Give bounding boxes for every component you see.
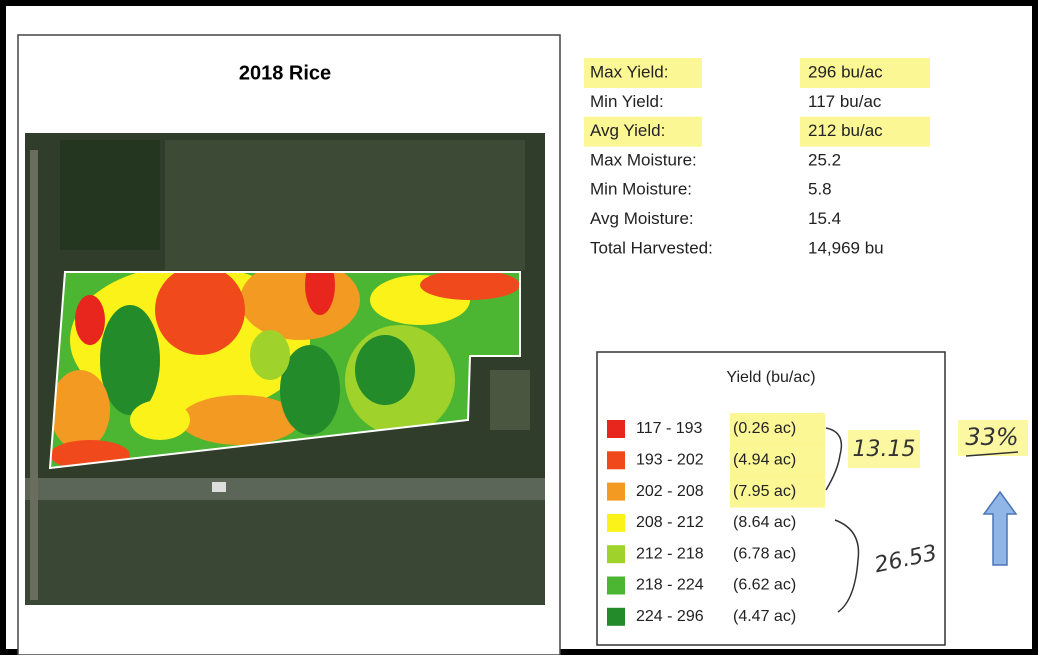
legend-acres: (4.47 ac) [733,608,796,625]
highlight [800,58,930,88]
legend-swatch [607,513,625,532]
legend-swatch [607,545,625,564]
highlight [584,116,702,147]
legend-swatch [607,576,625,595]
legend-range: 117 - 193 [636,420,703,437]
stat-value: 15.4 [808,209,841,228]
stat-value: 212 bu/ac [808,121,883,140]
stat-label: Total Harvested: [590,238,713,257]
legend-swatch [607,482,625,501]
stats: Max Yield: 296 bu/ac Min Yield: 117 bu/ac Av… [584,58,930,257]
stat-label: Min Yield: [590,92,664,111]
map-title: 2018 Rice [239,62,331,84]
legend-range: 212 - 218 [636,545,704,562]
stat-label: Max Moisture: [590,150,697,169]
brace [834,519,860,613]
legend-range: 193 - 202 [636,452,704,469]
highlight [800,116,930,147]
aerial-map [25,133,545,605]
legend-acres: (6.62 ac) [733,577,796,594]
highlight [730,475,825,508]
stat-value: 117 bu/ac [808,92,882,111]
stat-value: 14,969 bu [808,238,884,257]
stat-value: 296 bu/ac [808,62,883,81]
legend-swatch [607,607,625,626]
stat-label: Avg Yield: [590,121,665,140]
stat-label: Min Moisture: [590,180,692,199]
legend-acres: (6.78 ac) [733,545,796,562]
underline [965,451,1019,457]
legend-acres: (0.26 ac) [733,420,796,437]
brace [825,427,843,491]
highlight [958,420,1028,456]
legend-range: 208 - 212 [636,514,704,531]
stat-label: Max Yield: [590,62,668,81]
highlight [584,58,702,88]
annotation: 33% [965,423,1018,451]
legend-swatch [607,420,625,438]
legend-range: 218 - 224 [636,577,704,594]
legend-title: Yield (bu/ac) [726,369,815,386]
stat-value: 25.2 [808,150,841,169]
legend: 117 - 193 (0.26 ac) 193 - 202 (4.94 ac) 202 … [607,413,825,626]
legend-acres: (8.64 ac) [733,514,796,531]
stat-value: 5.8 [808,180,832,199]
highlight [848,430,920,468]
annotation: 13.15 [853,437,916,462]
highlight [730,413,825,445]
highlight [730,444,825,477]
annotations: 13.15 26.53 33% [825,420,1028,613]
legend-range: 202 - 208 [636,483,704,500]
up-arrow [982,490,1018,566]
legend-acres: (4.94 ac) [733,452,796,469]
legend-range: 224 - 296 [636,608,704,625]
legend-swatch [607,451,625,470]
legend-acres: (7.95 ac) [733,483,796,500]
stat-label: Avg Moisture: [590,209,694,228]
